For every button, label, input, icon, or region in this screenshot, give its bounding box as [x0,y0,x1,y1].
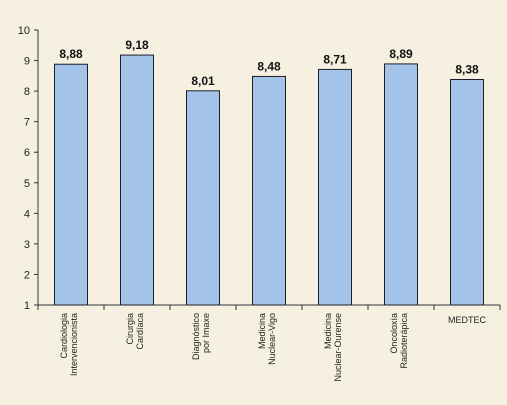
data-label: 8,38 [455,63,479,77]
data-label: 8,89 [389,47,413,61]
data-label: 8,48 [257,59,281,73]
y-tick-label: 7 [24,117,30,129]
x-tick-label: Diagnóstico [191,313,201,360]
bar [450,79,484,306]
y-tick-label: 1 [24,300,30,312]
bar [120,54,154,306]
y-tick-label: 5 [24,178,30,190]
y-tick-label: 3 [24,239,30,251]
bar [318,68,352,306]
x-tick-label: Medicina [323,313,333,349]
x-tick-label: Cirurgia [125,313,135,345]
y-tick-label: 10 [18,25,30,37]
bar [384,63,418,306]
y-tick-label: 6 [24,147,30,159]
x-tick-label: Medicina [257,313,267,349]
data-label: 8,01 [191,74,215,88]
x-tick-label: Nuclear-Ourense [333,313,343,382]
x-tick-label: por Imaxe [201,313,211,353]
x-tick-label: Nuclear-Vigo [267,313,277,365]
y-tick-label: 8 [24,86,30,98]
x-tick-label: Oncoloxía [389,313,399,354]
bar [252,75,286,306]
x-tick-label: Radioterápica [399,313,409,369]
bar [54,63,88,306]
y-tick-label: 4 [24,208,30,220]
x-tick-label: Cardíaca [135,313,145,350]
x-tick-label: Cardiologia [59,313,69,359]
x-tick-label: Intervencionista [69,313,79,376]
data-label: 8,71 [323,52,347,66]
bar [186,90,220,306]
data-label: 9,18 [125,38,149,52]
y-tick-label: 9 [24,56,30,68]
x-tick-label: MEDTEC [448,315,487,325]
y-tick-label: 2 [24,269,30,281]
data-label: 8,88 [59,47,83,61]
